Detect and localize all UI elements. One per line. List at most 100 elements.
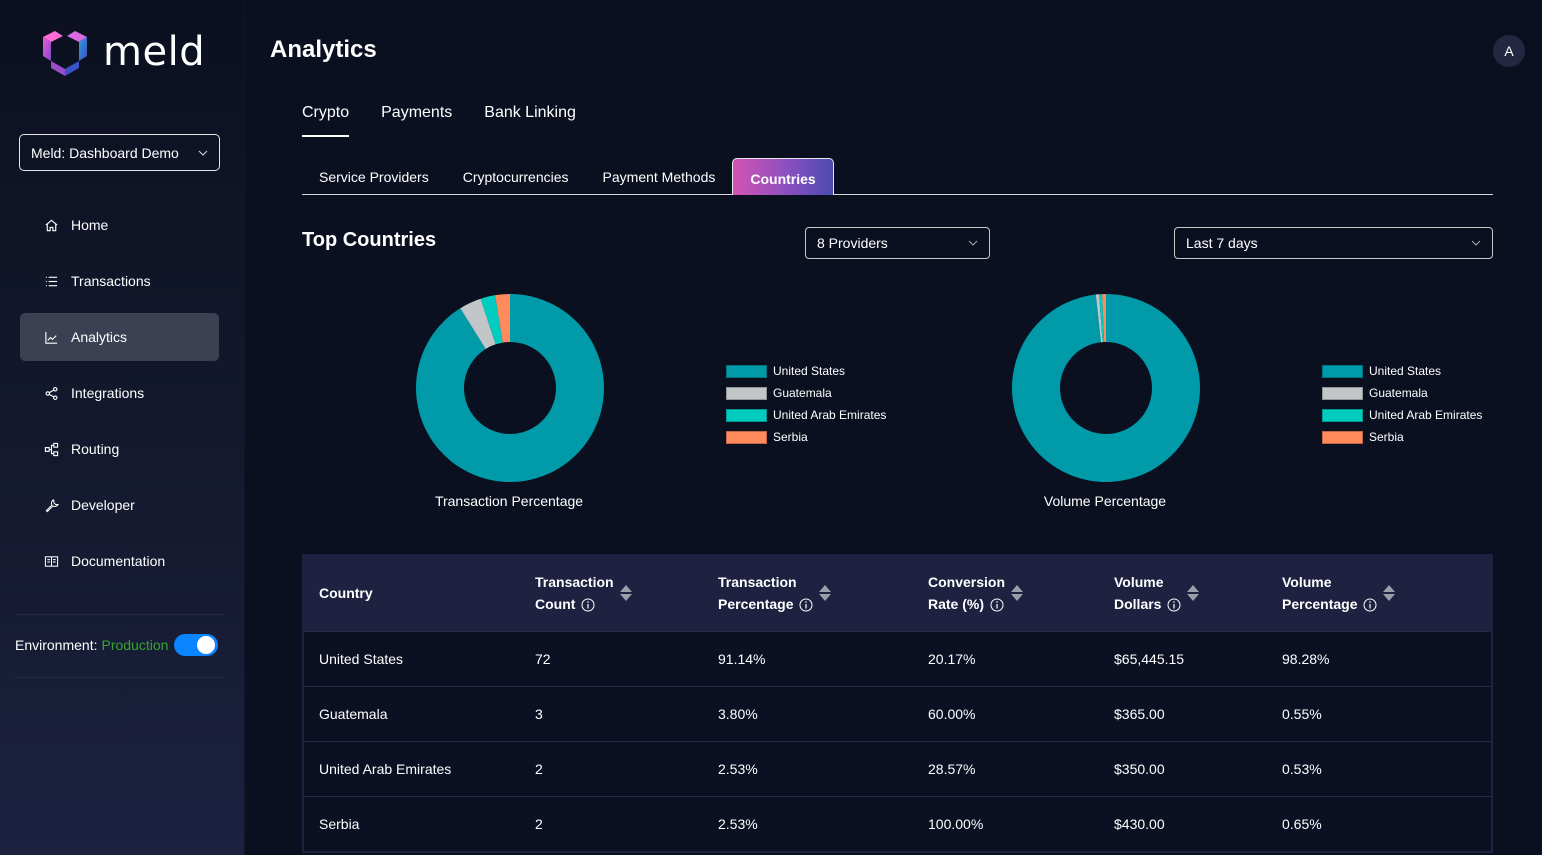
info-icon[interactable] xyxy=(1363,598,1377,612)
chevron-down-icon xyxy=(198,150,208,156)
column-header-transaction-count[interactable]: Transaction Count xyxy=(535,571,718,615)
info-icon[interactable] xyxy=(990,598,1004,612)
slice-united-states[interactable] xyxy=(416,294,604,482)
table-cell: Serbia xyxy=(319,816,360,832)
table-row[interactable]: Guatemala 3 3.80% 60.00% $365.00 0.55% xyxy=(304,686,1491,741)
logo[interactable]: meld xyxy=(41,27,205,77)
toggle-knob xyxy=(197,636,216,654)
table-row[interactable]: United Arab Emirates 2 2.53% 28.57% $350.00 0… xyxy=(304,741,1491,796)
sidebar-item-developer[interactable]: Developer xyxy=(20,481,219,529)
date-range-select[interactable]: Last 7 days xyxy=(1174,227,1493,259)
legend-item-united-states[interactable]: United States xyxy=(1322,360,1482,382)
user-avatar[interactable]: A xyxy=(1493,35,1525,67)
logo-text: meld xyxy=(103,29,206,75)
environment-toggle[interactable] xyxy=(174,634,219,656)
sidebar-item-label: Documentation xyxy=(71,553,166,569)
column-header-label: Volume Percentage xyxy=(1282,571,1377,615)
legend-label: Guatemala xyxy=(1369,386,1428,400)
sidebar-item-documentation[interactable]: Documentation xyxy=(20,537,219,585)
sort-icon[interactable] xyxy=(1383,584,1396,601)
legend-item-united-arab-emirates[interactable]: United Arab Emirates xyxy=(726,404,886,426)
book-icon xyxy=(43,553,59,569)
slice-united-arab-emirates[interactable] xyxy=(1099,294,1105,343)
slice-serbia[interactable] xyxy=(1102,294,1106,343)
legend-swatch xyxy=(726,430,767,444)
legend-item-united-states[interactable]: United States xyxy=(726,360,886,382)
column-header-conversion-rate-[interactable]: Conversion Rate (%) xyxy=(928,571,1114,615)
chevron-down-icon xyxy=(968,240,978,246)
list-icon xyxy=(43,273,59,289)
sidebar-item-integrations[interactable]: Integrations xyxy=(20,369,219,417)
subtab-cryptocurrencies[interactable]: Cryptocurrencies xyxy=(462,169,569,185)
slice-united-arab-emirates[interactable] xyxy=(480,295,503,345)
column-header-volume-percentage[interactable]: Volume Percentage xyxy=(1282,571,1472,615)
subtab-service-providers[interactable]: Service Providers xyxy=(319,169,429,185)
column-header-label: Transaction Count xyxy=(535,573,614,612)
legend-item-united-arab-emirates[interactable]: United Arab Emirates xyxy=(1322,404,1482,426)
environment-switch: Environment: Production xyxy=(15,634,219,656)
tab-bank-linking[interactable]: Bank Linking xyxy=(484,104,576,121)
sidebar-divider xyxy=(15,614,224,615)
sidebar: meld Meld: Dashboard Demo Home Transacti… xyxy=(0,0,245,855)
legend-label: United Arab Emirates xyxy=(773,408,887,422)
table-cell: $350.00 xyxy=(1114,761,1165,777)
legend-swatch xyxy=(726,408,767,422)
countries-table: Country Transaction Count Transaction Percen… xyxy=(302,554,1493,853)
providers-select-value: 8 Providers xyxy=(817,235,888,251)
legend-swatch xyxy=(1322,408,1363,422)
table-cell: 2 xyxy=(535,816,543,832)
date-range-select-value: Last 7 days xyxy=(1186,235,1258,251)
table-cell: United Arab Emirates xyxy=(319,761,452,777)
slice-guatemala[interactable] xyxy=(1095,294,1103,343)
sidebar-item-home[interactable]: Home xyxy=(20,201,219,249)
page-title: Analytics xyxy=(270,36,377,63)
table-row[interactable]: Serbia 2 2.53% 100.00% $430.00 0.65% xyxy=(304,796,1491,851)
sort-icon[interactable] xyxy=(819,584,832,601)
legend-swatch xyxy=(726,386,767,400)
tab-payments[interactable]: Payments xyxy=(381,104,453,121)
table-cell: 28.57% xyxy=(928,761,976,777)
share-nodes-icon xyxy=(43,385,59,401)
legend-label: Guatemala xyxy=(773,386,832,400)
table-cell: 0.65% xyxy=(1282,816,1322,832)
routing-icon xyxy=(43,441,59,457)
sidebar-item-label: Home xyxy=(71,217,109,233)
table-cell: 91.14% xyxy=(718,651,766,667)
sidebar-item-routing[interactable]: Routing xyxy=(20,425,219,473)
tab-crypto[interactable]: Crypto xyxy=(302,104,350,137)
account-select-value: Meld: Dashboard Demo xyxy=(31,144,179,161)
sidebar-item-transactions[interactable]: Transactions xyxy=(20,257,219,305)
sidebar-item-analytics[interactable]: Analytics xyxy=(20,313,219,361)
sort-icon[interactable] xyxy=(1187,584,1200,601)
table-cell: 0.53% xyxy=(1282,761,1322,777)
table-cell: 3.80% xyxy=(718,706,758,722)
sort-icon[interactable] xyxy=(619,584,632,601)
info-icon[interactable] xyxy=(1167,598,1181,612)
table-cell: 3 xyxy=(535,706,543,722)
column-header-transaction-percentage[interactable]: Transaction Percentage xyxy=(718,571,928,615)
info-icon[interactable] xyxy=(581,598,595,612)
sort-icon[interactable] xyxy=(1011,584,1024,601)
slice-serbia[interactable] xyxy=(495,294,510,343)
column-header-label: Conversion Rate (%) xyxy=(928,573,1006,612)
legend-item-guatemala[interactable]: Guatemala xyxy=(726,382,886,404)
table-cell: Guatemala xyxy=(319,706,388,722)
legend-item-serbia[interactable]: Serbia xyxy=(726,426,886,448)
table-header: Country Transaction Count Transaction Percen… xyxy=(304,554,1491,631)
account-select[interactable]: Meld: Dashboard Demo xyxy=(19,134,220,171)
slice-united-states[interactable] xyxy=(1012,294,1200,482)
table-row[interactable]: United States 72 91.14% 20.17% $65,445.15 98.… xyxy=(304,631,1491,686)
subtab-payment-methods[interactable]: Payment Methods xyxy=(602,169,716,185)
table-cell: 100.00% xyxy=(928,816,984,832)
legend-item-guatemala[interactable]: Guatemala xyxy=(1322,382,1482,404)
info-icon[interactable] xyxy=(799,598,813,612)
legend-label: United Arab Emirates xyxy=(1369,408,1483,422)
slice-guatemala[interactable] xyxy=(460,298,496,349)
column-header-volume-dollars[interactable]: Volume Dollars xyxy=(1114,571,1282,615)
section-title: Top Countries xyxy=(302,229,437,251)
subtab-countries[interactable]: Countries xyxy=(732,158,834,195)
legend-item-serbia[interactable]: Serbia xyxy=(1322,426,1482,448)
legend-swatch xyxy=(1322,364,1363,378)
sub-tabs: Service Providers Cryptocurrencies Payme… xyxy=(302,158,1493,195)
providers-select[interactable]: 8 Providers xyxy=(805,227,990,259)
